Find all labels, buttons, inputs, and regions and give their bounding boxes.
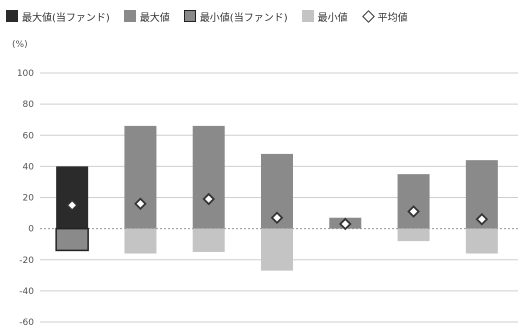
bar-min [465,228,498,254]
avg-marker [475,213,489,226]
bar-max [192,125,225,229]
bar-min [397,228,430,242]
y-tick-label: 60 [23,131,35,141]
bar-max [397,174,430,229]
chart-legend: 最大値(当ファンド) 最大値 最小値(当ファンド) 最小値 平均値 [6,8,422,24]
bar-min [192,228,225,252]
y-tick-label: 0 [28,225,34,235]
y-tick-label: -60 [19,318,34,328]
bar-min [261,228,293,271]
avg-marker [270,211,284,225]
legend-label-min-fund: 最小値(当ファンド) [199,12,288,24]
legend-swatch-max [123,10,136,22]
avg-marker [339,217,352,231]
legend-label-min: 最小値 [317,12,348,24]
bar-max [124,125,157,229]
avg-marker [65,199,79,212]
legend-item-min: 最小値 [301,9,348,24]
y-tick-label: -20 [19,256,34,266]
bar-min [55,227,89,252]
legend-item-max: 最大値 [123,9,170,24]
legend-label-max-fund: 最大値(当ファンド) [22,12,110,24]
y-tick-label: 80 [23,100,35,110]
avg-marker [202,192,215,206]
y-tick-label: 20 [23,194,35,204]
legend-label-max: 最大値 [139,12,170,24]
legend-label-avg: 平均値 [377,12,408,24]
legend-swatch-min [301,10,314,22]
legend-item-max-fund: 最大値(当ファンド) [6,9,110,24]
legend-item-avg: 平均値 [361,9,408,24]
y-tick-label: 100 [17,69,34,79]
legend-swatch-max-fund [6,10,18,22]
y-tick-label: -40 [19,287,34,297]
avg-marker [407,205,420,218]
y-tick-label: 40 [23,162,35,172]
bar-max [56,166,89,229]
y-axis-unit: (%) [12,40,28,50]
avg-marker [134,197,147,210]
bar-min [124,228,157,254]
legend-swatch-min-fund [183,10,196,22]
legend-item-min-fund: 最小値(当ファンド) [183,9,288,24]
